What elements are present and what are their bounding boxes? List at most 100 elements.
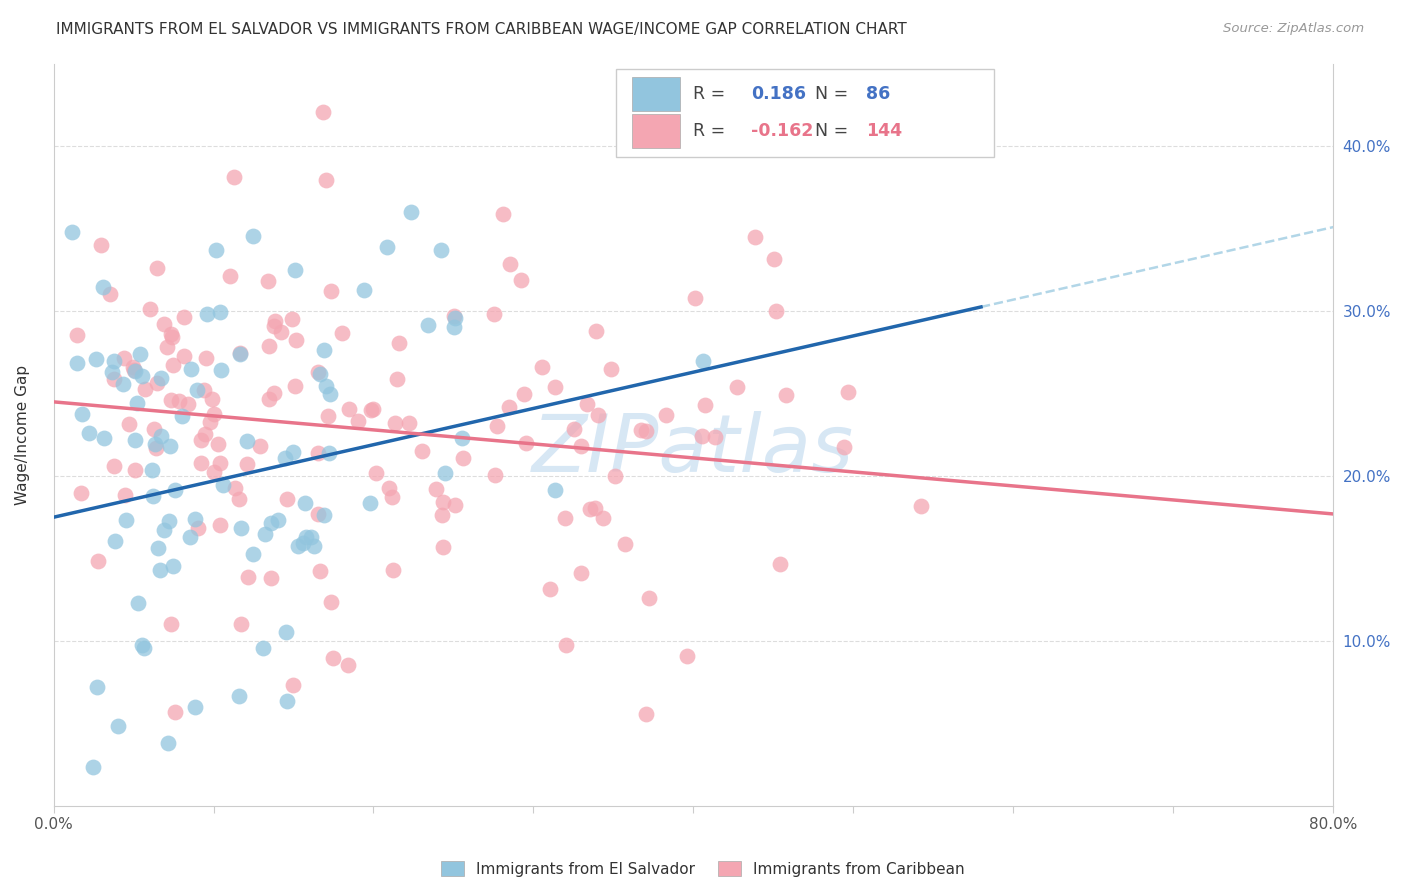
Point (153, 317, 176, 331)
Point (433, 466, 456, 480)
Point (127, 595, 149, 609)
Point (156, 340, 179, 354)
Point (142, 422, 165, 436)
Point (312, 104, 335, 119)
Point (276, 693, 298, 707)
Point (444, 498, 467, 512)
Point (131, 638, 153, 652)
Point (416, 318, 439, 332)
Point (411, 443, 433, 458)
Point (769, 557, 792, 571)
Point (103, 372, 125, 386)
Point (284, 263, 307, 277)
Point (309, 368, 332, 382)
Point (443, 309, 465, 323)
Point (229, 346, 252, 360)
Point (276, 491, 298, 506)
Point (554, 510, 576, 524)
Point (249, 439, 271, 453)
Point (318, 409, 340, 423)
Point (260, 516, 283, 531)
Text: 0.186: 0.186 (751, 85, 806, 103)
Point (107, 719, 129, 733)
Point (159, 392, 181, 407)
Point (159, 616, 181, 631)
Point (256, 274, 278, 288)
Point (205, 244, 228, 258)
Point (378, 481, 401, 495)
Point (837, 384, 859, 399)
Point (264, 314, 287, 328)
Point (186, 521, 208, 535)
Point (509, 273, 531, 287)
Point (184, 699, 207, 714)
Point (162, 559, 184, 574)
Point (482, 307, 505, 321)
Point (359, 496, 381, 510)
Point (599, 362, 621, 376)
Point (157, 736, 180, 750)
Point (193, 383, 215, 397)
Point (142, 489, 165, 503)
Point (283, 445, 305, 459)
Point (60, 225, 83, 239)
Point (236, 458, 259, 472)
Point (703, 430, 725, 444)
Point (98, 287, 121, 301)
Point (498, 401, 520, 415)
Point (575, 397, 598, 411)
Point (167, 393, 190, 408)
Point (236, 434, 259, 448)
Point (531, 360, 554, 375)
Point (765, 303, 787, 318)
Point (160, 327, 183, 342)
Point (451, 431, 474, 445)
Point (207, 437, 229, 451)
Point (491, 207, 513, 221)
Point (231, 521, 253, 535)
Point (236, 570, 259, 584)
Point (173, 310, 195, 324)
Point (202, 407, 225, 421)
FancyBboxPatch shape (631, 77, 681, 111)
Point (219, 268, 242, 283)
Point (655, 113, 678, 128)
Point (170, 409, 193, 424)
Point (763, 252, 786, 266)
Point (84, 352, 107, 367)
Point (104, 533, 127, 548)
Point (319, 284, 342, 298)
Point (263, 386, 285, 401)
Point (280, 312, 302, 326)
Point (145, 442, 167, 456)
Point (143, 437, 166, 451)
Point (425, 482, 447, 496)
Text: R =: R = (693, 122, 731, 140)
Point (692, 429, 714, 443)
Point (775, 388, 797, 402)
Point (159, 439, 181, 453)
Point (322, 650, 344, 665)
Point (307, 508, 329, 522)
Point (401, 204, 423, 219)
Point (586, 408, 609, 422)
Point (146, 541, 169, 555)
Point (569, 439, 592, 453)
Point (124, 364, 146, 378)
Point (585, 324, 607, 338)
Point (87, 553, 110, 567)
Point (832, 440, 855, 454)
Point (209, 363, 232, 377)
Point (274, 450, 297, 465)
Y-axis label: Wage/Income Gap: Wage/Income Gap (15, 365, 30, 505)
Text: -0.162: -0.162 (751, 122, 813, 140)
Point (93, 431, 115, 445)
Point (138, 301, 160, 316)
Point (486, 418, 509, 433)
Point (385, 372, 408, 386)
Point (260, 571, 283, 585)
Point (228, 689, 250, 703)
Point (312, 508, 335, 522)
Point (284, 379, 307, 393)
Point (692, 354, 714, 368)
